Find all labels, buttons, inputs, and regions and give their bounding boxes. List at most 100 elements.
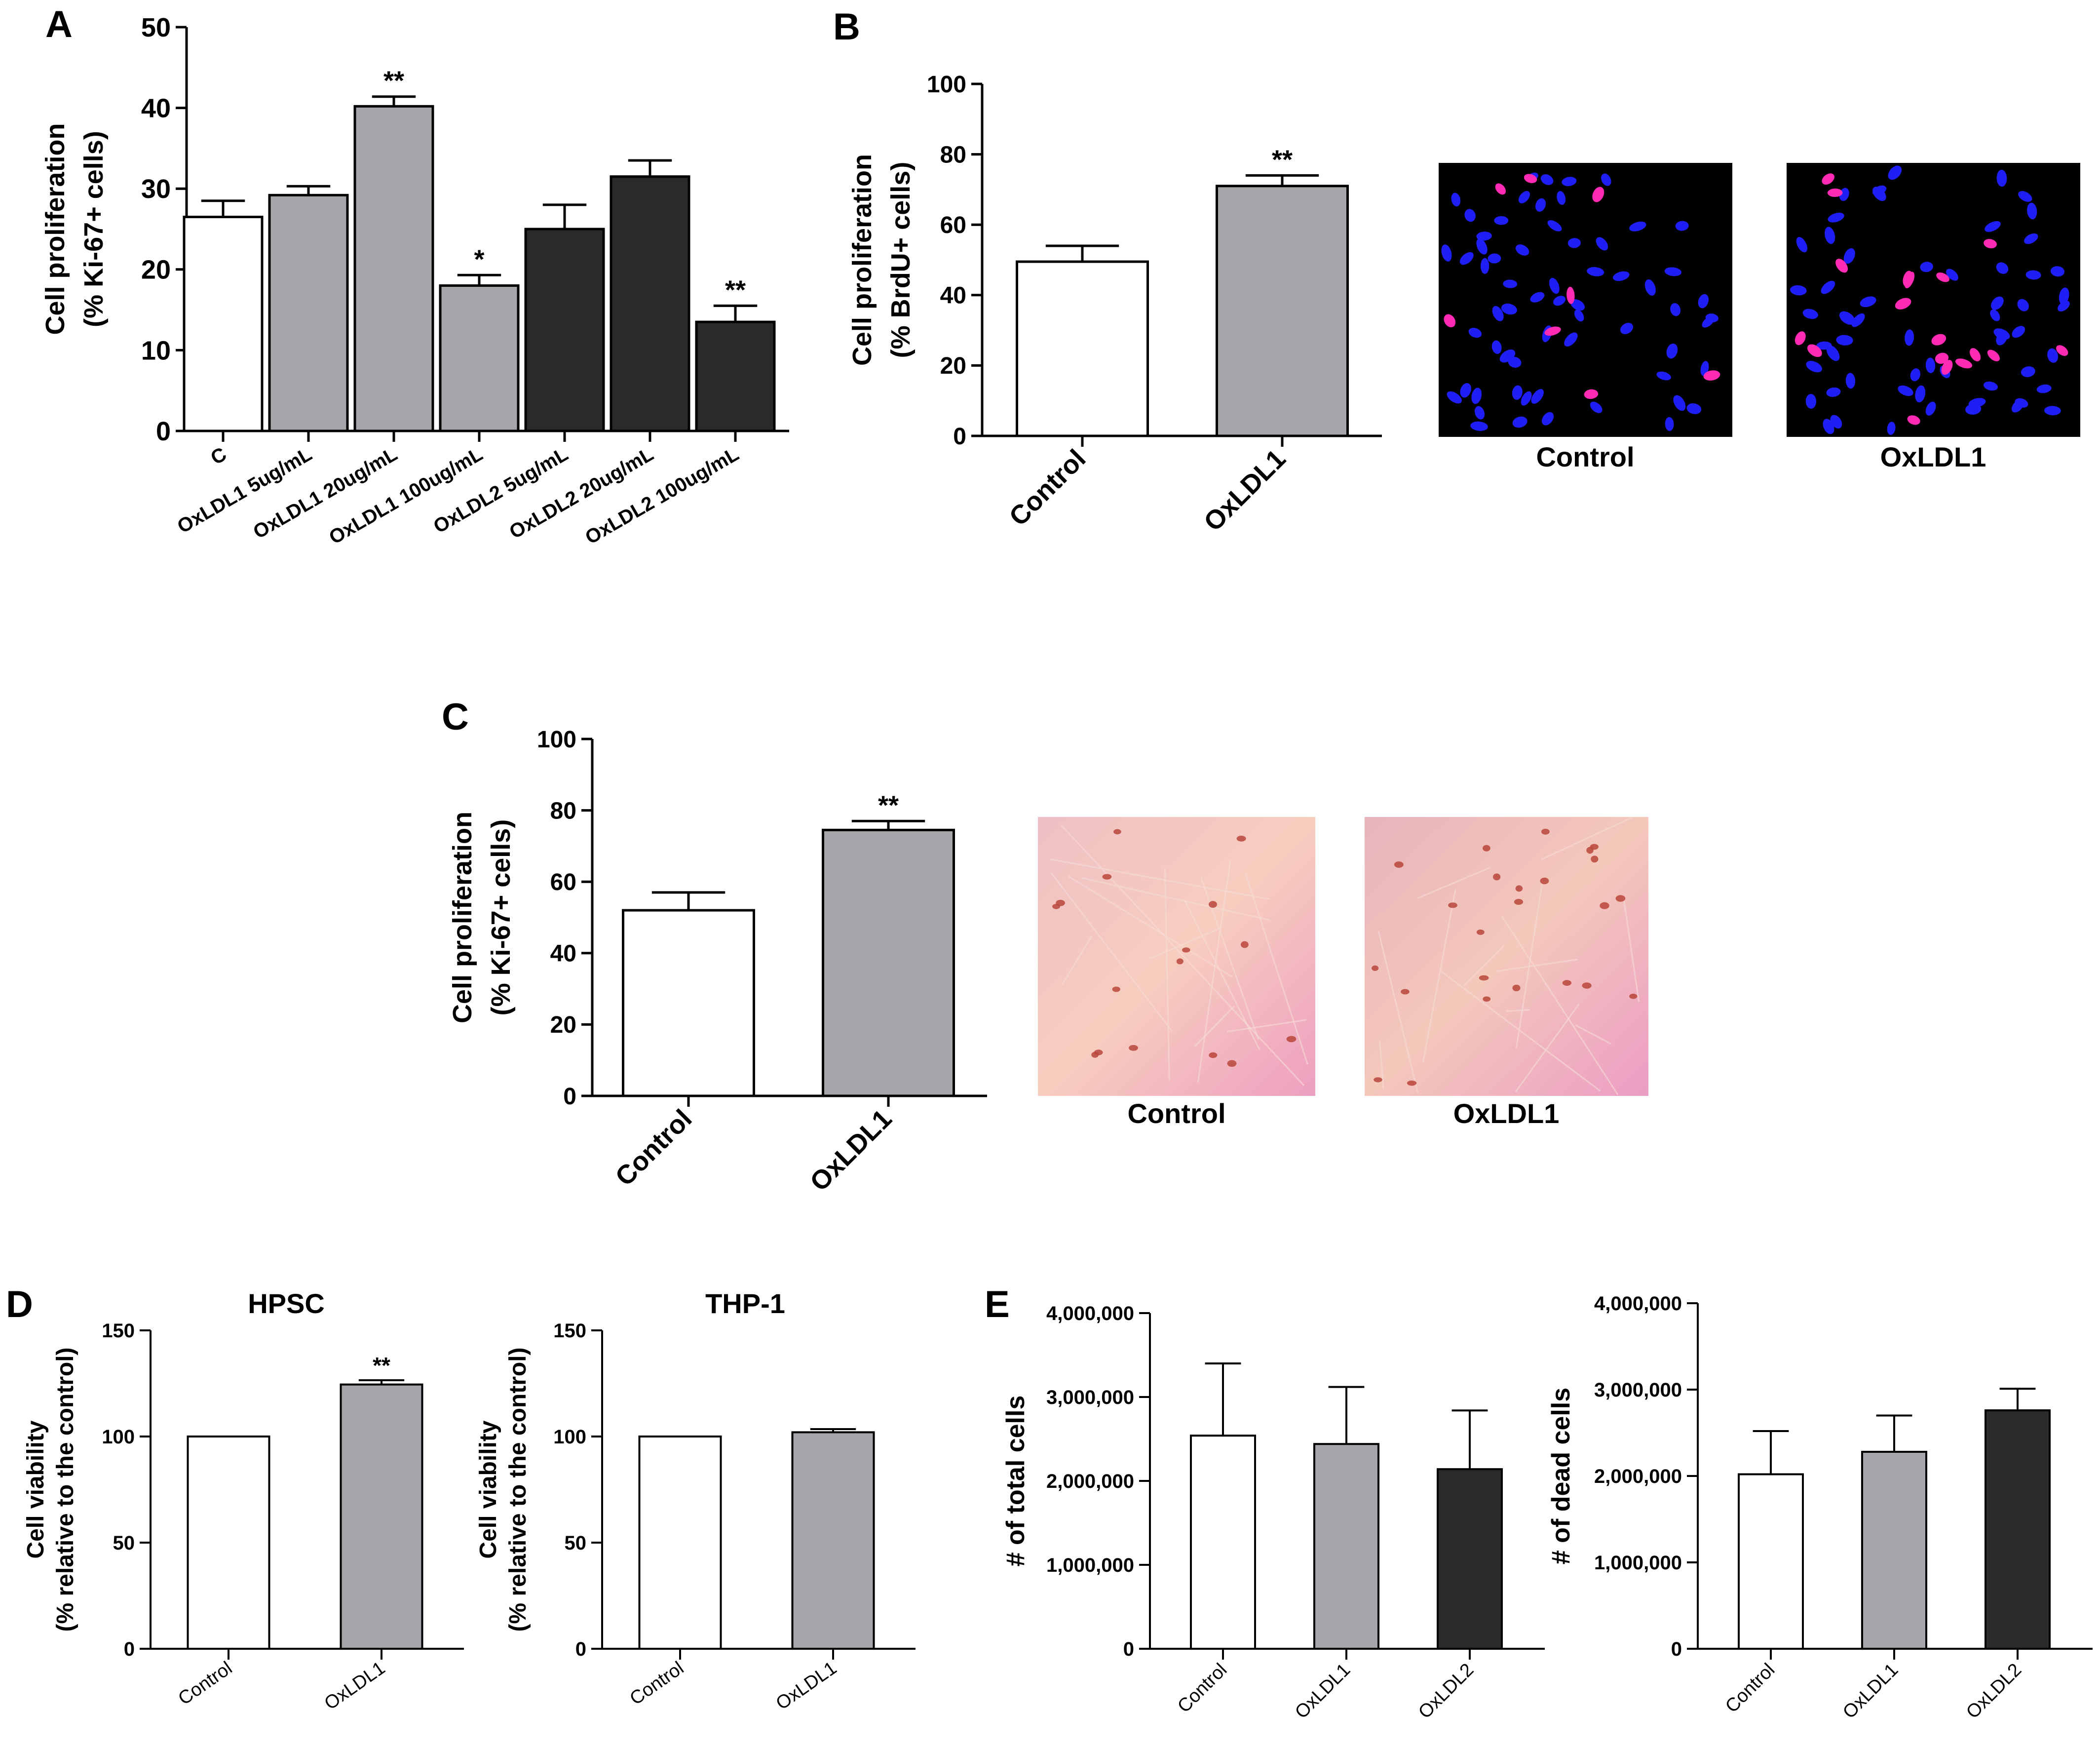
stained-nucleus — [1483, 845, 1490, 852]
stained-nucleus — [1052, 903, 1060, 909]
significance-a: ** — [383, 66, 404, 96]
nucleus-blue — [1826, 387, 1841, 397]
nucleus-blue — [1512, 385, 1523, 400]
chart-panel-d-hpsc: 0 50 100 150 Cell viability (% relative to th… — [23, 1288, 464, 1714]
bar-a — [524, 228, 605, 432]
bar-a — [439, 284, 520, 432]
nucleus-blue — [1521, 391, 1532, 406]
cell-process — [1540, 816, 1633, 860]
stained-nucleus — [1591, 855, 1599, 863]
y-tick-label-b: 40 — [940, 283, 966, 309]
micrograph-label-b-control: Control — [1536, 441, 1634, 472]
stained-nucleus — [1236, 835, 1246, 842]
nucleus-blue — [2018, 191, 2032, 202]
stained-nucleus — [1209, 901, 1217, 908]
nucleus-blue — [1898, 385, 1913, 396]
nucleus-blue — [1826, 345, 1840, 361]
nucleus-blue — [2047, 348, 2059, 363]
nucleus-blue — [1860, 296, 1876, 308]
y-tick-label-d1: 150 — [102, 1320, 135, 1342]
y-tick-label-c: 60 — [550, 869, 576, 895]
y-tick-label-e1: 3,000,000 — [1046, 1387, 1134, 1408]
nucleus-blue — [1656, 371, 1671, 381]
y-tick-label-e1: 4,000,000 — [1046, 1303, 1134, 1324]
nucleus-blue — [1851, 313, 1865, 327]
significance-b: ** — [1272, 145, 1293, 174]
nucleus-pink — [1904, 272, 1915, 288]
nucleus-pink — [1970, 348, 1981, 361]
nucleus-pink — [1835, 259, 1848, 273]
stained-nucleus — [1113, 829, 1121, 835]
micrograph-c-control-background — [1038, 817, 1315, 1096]
y-axis-label-a: Cell proliferation — [40, 123, 70, 335]
nucleus-blue — [1905, 329, 1914, 346]
nucleus-blue — [1686, 403, 1702, 414]
y-tick-label-c: 40 — [550, 941, 576, 967]
cell-process — [1515, 883, 1543, 1048]
nucleus-blue — [1564, 332, 1578, 347]
nucleus-blue — [1494, 216, 1509, 225]
stained-nucleus — [1209, 1052, 1218, 1058]
micrograph-label-c-oxldl1: OxLDL1 — [1453, 1098, 1560, 1129]
nucleus-blue — [2021, 366, 2035, 377]
nucleus-blue — [1549, 277, 1560, 294]
nucleus-blue — [1821, 280, 1835, 294]
nucleus-blue — [1629, 221, 1646, 232]
nucleus-pink — [1827, 188, 1843, 197]
y-tick-label-d2: 50 — [565, 1532, 587, 1554]
nucleus-blue — [2012, 326, 2025, 338]
stained-nucleus — [1483, 996, 1491, 1002]
nucleus-blue — [2011, 399, 2024, 413]
y-axis-label-2-c: (% Ki-67+ cells) — [486, 819, 516, 1016]
nucleus-blue — [1574, 309, 1584, 322]
micrograph-b-control-background — [1439, 163, 1732, 437]
stained-nucleus — [1600, 902, 1609, 909]
nucleus-blue — [1983, 381, 1998, 391]
bar-b — [1016, 260, 1149, 437]
nucleus-pink — [1935, 352, 1949, 364]
nucleus-blue — [1491, 340, 1502, 354]
nucleus-blue — [1946, 269, 1958, 281]
y-axis-label-d2: Cell viability — [475, 1420, 501, 1558]
stained-nucleus — [1102, 874, 1112, 880]
nucleus-blue — [1476, 238, 1488, 255]
cell-process — [1463, 945, 1505, 987]
nucleus-blue — [1468, 328, 1482, 338]
bar-e2 — [1985, 1409, 2051, 1650]
cell-process — [1515, 1003, 1580, 1093]
nucleus-pink — [1822, 173, 1834, 185]
nucleus-pink — [1987, 349, 2000, 361]
nucleus-blue — [1828, 212, 1844, 223]
cell-process — [1061, 824, 1305, 1086]
nucleus-blue — [2036, 384, 2052, 393]
nucleus-blue — [1590, 401, 1603, 413]
y-tick-label-e1: 2,000,000 — [1046, 1471, 1134, 1492]
y-tick-label-b: 80 — [940, 142, 966, 168]
y-axis-label-2-d2: (% relative to the control) — [505, 1347, 531, 1631]
stained-nucleus — [1176, 958, 1184, 965]
nucleus-blue — [1471, 388, 1482, 404]
nucleus-blue — [1441, 244, 1452, 262]
nucleus-blue — [1601, 173, 1611, 186]
micrograph-c-control-cells — [1050, 824, 1308, 1086]
nucleus-blue — [1460, 383, 1471, 398]
nucleus-blue — [1825, 227, 1835, 244]
nucleus-blue — [2050, 266, 2065, 277]
nucleus-blue — [1459, 252, 1474, 265]
nucleus-blue — [1515, 244, 1529, 256]
y-tick-label-c: 80 — [550, 798, 576, 824]
y-axis-label-d1: Cell viability — [23, 1420, 49, 1558]
stained-nucleus — [1394, 861, 1404, 868]
stained-nucleus — [1448, 902, 1457, 908]
panel-letter-d: D — [6, 1283, 33, 1325]
significance-a: * — [474, 244, 484, 274]
y-tick-label-a: 10 — [141, 336, 171, 365]
significance-a: ** — [725, 275, 746, 305]
y-axis-label-e2: # of dead cells — [1547, 1388, 1575, 1564]
y-axis-label-c: Cell proliferation — [448, 812, 477, 1023]
bar-a — [268, 194, 349, 432]
nucleus-blue — [1474, 406, 1485, 420]
bar-d1 — [340, 1383, 423, 1650]
bar-d1 — [187, 1436, 270, 1650]
nucleus-blue — [1541, 412, 1554, 426]
